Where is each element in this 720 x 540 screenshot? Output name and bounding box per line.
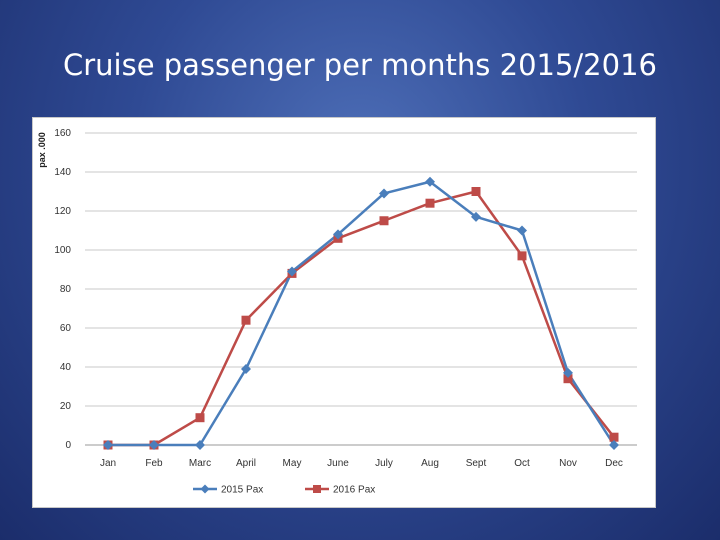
y-tick-label: 100	[54, 245, 71, 256]
data-point-diamond	[425, 176, 435, 187]
data-point-square	[517, 251, 527, 261]
x-tick-label: Nov	[559, 458, 577, 469]
x-tick-label: Sept	[466, 458, 487, 469]
x-tick-label: Oct	[514, 458, 530, 469]
slide-title: Cruise passenger per months 2015/2016	[62, 48, 657, 82]
series-line	[108, 190, 615, 447]
data-point-square	[241, 315, 251, 325]
data-point-square	[425, 198, 435, 208]
y-tick-label: 80	[60, 284, 72, 295]
legend-marker-square	[313, 485, 321, 493]
x-tick-label: Feb	[145, 458, 163, 469]
legend: 2015 Pax 2016 Pax	[193, 484, 375, 496]
y-tick-label: 60	[60, 323, 72, 334]
data-point-diamond	[379, 188, 389, 199]
line-chart: 0 20 40 60 80 100 120 140 160 Jan Feb Marc April May…	[37, 128, 637, 496]
x-tick-label: Marc	[189, 458, 211, 469]
y-tick-label: 20	[60, 401, 72, 412]
data-point-square	[563, 374, 573, 384]
data-point-diamond	[195, 440, 205, 450]
y-tick-label: 140	[54, 167, 71, 178]
data-point-square	[471, 187, 481, 196]
data-point-diamond	[241, 363, 251, 374]
chart-panel: 0 20 40 60 80 100 120 140 160 Jan Feb Marc April May…	[32, 117, 656, 508]
series-layer	[103, 176, 619, 450]
y-tick-label: 160	[54, 128, 71, 139]
data-point-diamond	[609, 440, 619, 450]
y-tick-label: 0	[65, 440, 71, 451]
data-point-square	[609, 432, 619, 442]
x-tick-label: July	[375, 458, 393, 469]
y-axis-ticks: 0 20 40 60 80 100 120 140 160	[54, 128, 71, 451]
data-point-diamond	[471, 211, 481, 222]
legend-label: 2016 Pax	[333, 485, 375, 496]
x-tick-label: April	[236, 458, 256, 469]
x-tick-label: June	[327, 458, 349, 469]
data-point-diamond	[333, 229, 343, 240]
legend-label: 2015 Pax	[221, 485, 263, 496]
data-point-square	[379, 216, 389, 226]
data-point-square	[195, 413, 205, 423]
y-axis-label: pax .000	[37, 132, 47, 168]
data-point-diamond	[103, 440, 113, 450]
gridlines	[85, 132, 637, 446]
y-tick-label: 40	[60, 362, 72, 373]
x-axis-ticks: Jan Feb Marc April May June July Aug Sept Oct Nov D…	[100, 458, 623, 469]
x-tick-label: May	[283, 458, 302, 469]
data-point-diamond	[563, 367, 573, 378]
x-tick-label: Jan	[100, 458, 116, 469]
y-tick-label: 120	[54, 206, 71, 217]
legend-marker-diamond	[200, 484, 210, 494]
x-tick-label: Aug	[421, 458, 439, 469]
data-point-diamond	[287, 266, 297, 277]
data-point-diamond	[149, 440, 159, 450]
series-line	[108, 180, 616, 447]
x-tick-label: Dec	[605, 458, 623, 469]
data-point-diamond	[517, 225, 527, 236]
